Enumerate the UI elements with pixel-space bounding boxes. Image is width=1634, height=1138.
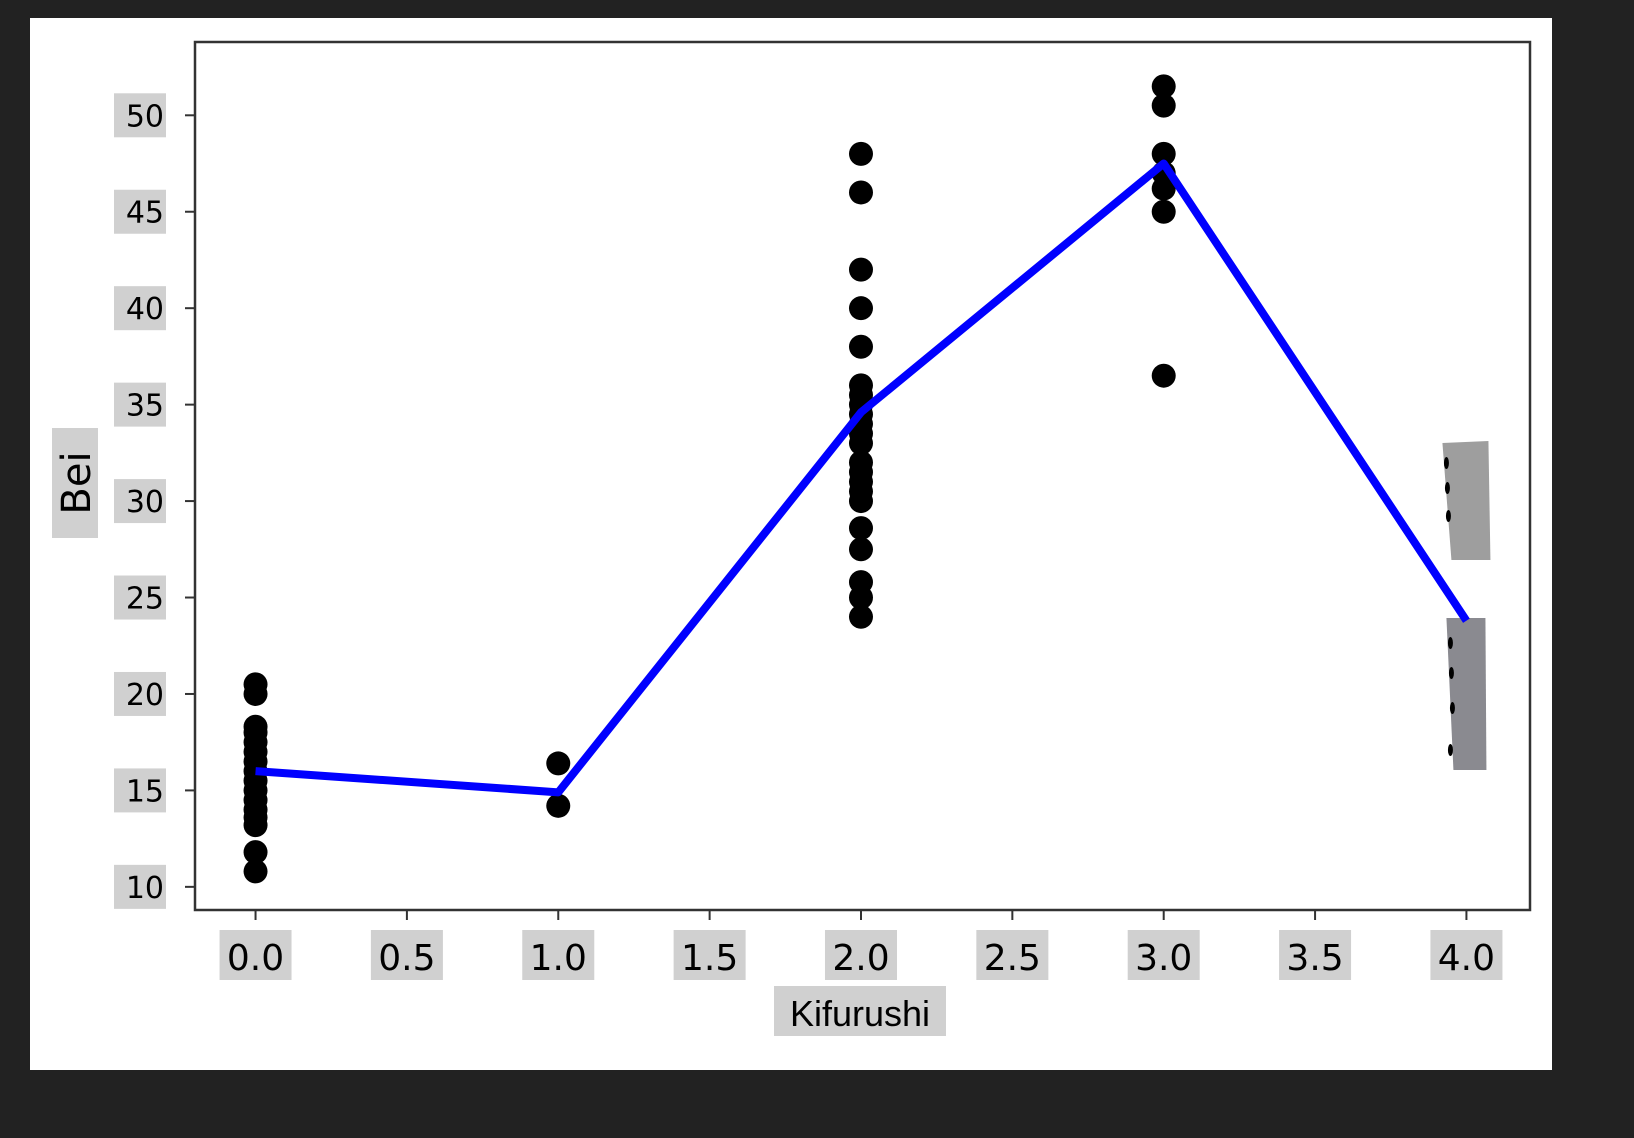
x-tick-label-bg <box>1279 930 1352 980</box>
data-point <box>1151 141 1176 166</box>
y-tick-label-bg <box>114 382 166 427</box>
x-tick-label-bg <box>370 930 443 980</box>
data-point <box>848 373 873 398</box>
x-tick-label: 3.5 <box>1286 938 1343 979</box>
x-tick-label-bg <box>824 930 897 980</box>
x-tick-label: 2.0 <box>832 938 889 979</box>
x-tick-label-bg <box>673 930 746 980</box>
x-axis: 0.0 0.5 1.0 1.5 2.0 2.5 3.0 3.5 4.0 <box>219 910 1503 980</box>
artifact-dot <box>1447 744 1453 756</box>
data-point <box>1151 74 1176 99</box>
x-tick-label: 0.5 <box>378 938 435 979</box>
x-tick-label: 4.0 <box>1438 938 1495 979</box>
data-point <box>546 793 571 818</box>
x-tick-label-bg <box>976 930 1049 980</box>
plot-frame <box>193 40 1532 912</box>
artifact-dot <box>1445 510 1451 522</box>
artifact-dot <box>1449 702 1455 714</box>
y-tick-label: 10 <box>126 871 164 906</box>
artifact-patch <box>1442 441 1491 560</box>
data-point <box>848 537 873 562</box>
data-point <box>848 180 873 205</box>
y-tick-label-bg <box>114 575 166 620</box>
trend-line <box>255 159 1470 797</box>
y-tick-label-bg <box>114 671 166 716</box>
y-label-bg <box>52 428 98 538</box>
data-point <box>546 751 571 776</box>
artifact-dot <box>1443 457 1449 469</box>
x-tick-label: 1.0 <box>530 938 587 979</box>
x-tick-label: 0.0 <box>227 938 284 979</box>
x-tick-label: 2.5 <box>984 938 1041 979</box>
y-tick-label: 15 <box>126 774 164 809</box>
data-point <box>243 672 268 697</box>
y-tick-label: 20 <box>126 678 164 713</box>
scatter-points <box>243 74 1176 884</box>
data-point <box>1151 363 1176 388</box>
data-point <box>243 714 268 739</box>
y-tick-label-bg <box>114 286 166 331</box>
y-axis: 10 15 20 25 30 35 40 45 50 <box>114 93 195 909</box>
y-tick-label: 45 <box>126 196 164 231</box>
scatter-line-chart: 0.0 0.5 1.0 1.5 2.0 2.5 3.0 3.5 4.0 10 15 20 25 30 35… <box>52 40 1532 1036</box>
x-axis-label: Kifurushi <box>790 993 930 1034</box>
data-point <box>848 257 873 282</box>
x-tick-label-bg <box>522 930 595 980</box>
data-point <box>848 604 873 629</box>
data-point <box>243 840 268 865</box>
x-tick-label: 1.5 <box>681 938 738 979</box>
y-tick-label: 30 <box>126 485 164 520</box>
x-tick-label: 3.0 <box>1135 938 1192 979</box>
y-tick-label: 40 <box>126 292 164 327</box>
x-label-bg <box>774 986 946 1036</box>
data-point <box>848 570 873 595</box>
y-tick-label: 50 <box>126 99 164 134</box>
artifact-dot <box>1448 667 1454 679</box>
y-axis-label: Bei <box>54 451 100 514</box>
y-tick-label-bg <box>114 189 166 234</box>
data-point <box>1151 93 1176 118</box>
artifact-patch <box>1446 618 1487 770</box>
data-point <box>848 450 873 475</box>
data-point <box>848 141 873 166</box>
y-tick-label-bg <box>114 479 166 524</box>
chart-canvas: 0.0 0.5 1.0 1.5 2.0 2.5 3.0 3.5 4.0 10 15 20 25 30 35… <box>30 18 1552 1070</box>
x-tick-label-bg <box>1127 930 1200 980</box>
artifact-layer <box>1442 441 1491 770</box>
y-tick-label: 25 <box>126 582 164 617</box>
x-tick-label-bg <box>1430 930 1503 980</box>
y-tick-label-bg <box>114 768 166 813</box>
y-tick-label-bg <box>114 93 166 138</box>
y-tick-label: 35 <box>126 389 164 424</box>
data-point <box>848 296 873 321</box>
artifact-dot <box>1447 637 1453 649</box>
data-point <box>848 334 873 359</box>
artifact-dot <box>1444 482 1450 494</box>
data-point <box>848 516 873 541</box>
data-point <box>1151 199 1176 224</box>
y-tick-label-bg <box>114 864 166 909</box>
x-tick-label-bg <box>219 930 292 980</box>
data-point <box>243 859 268 884</box>
